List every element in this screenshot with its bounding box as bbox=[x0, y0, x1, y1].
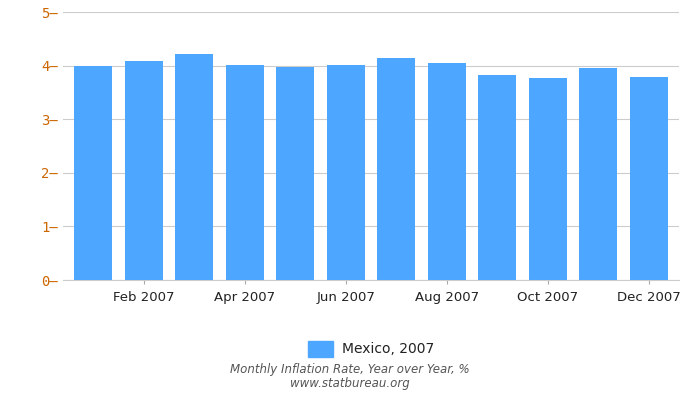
Bar bbox=[175, 54, 214, 280]
Bar bbox=[630, 77, 668, 280]
Bar bbox=[478, 75, 516, 280]
Text: Monthly Inflation Rate, Year over Year, %: Monthly Inflation Rate, Year over Year, … bbox=[230, 364, 470, 376]
Bar bbox=[74, 66, 112, 280]
Bar bbox=[327, 65, 365, 280]
Bar bbox=[125, 61, 162, 280]
Bar bbox=[580, 68, 617, 280]
Bar bbox=[528, 78, 567, 280]
Bar bbox=[276, 67, 314, 280]
Text: www.statbureau.org: www.statbureau.org bbox=[290, 378, 410, 390]
Bar bbox=[226, 65, 264, 280]
Bar bbox=[428, 63, 466, 280]
Legend: Mexico, 2007: Mexico, 2007 bbox=[302, 335, 440, 362]
Bar bbox=[377, 58, 415, 280]
